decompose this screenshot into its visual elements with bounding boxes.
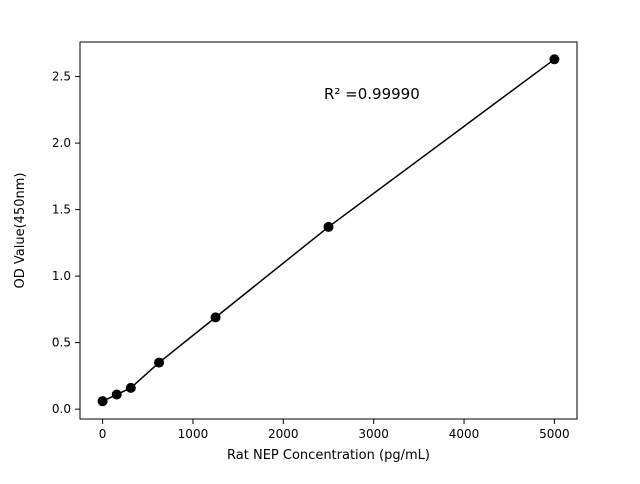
x-tick-label: 1000 [178,427,209,441]
y-tick-label: 1.5 [52,203,71,217]
data-point [125,382,136,393]
data-point [323,221,334,232]
y-tick-label: 2.0 [52,136,71,150]
x-tick-label: 0 [99,427,107,441]
x-tick-label: 3000 [358,427,389,441]
y-tick-label: 1.0 [52,269,71,283]
data-point [154,357,165,368]
data-point [111,389,122,400]
y-tick-label: 0.0 [52,402,71,416]
data-point [549,54,560,65]
y-tick-label: 0.5 [52,336,71,350]
r-squared-annotation: R² =0.99990 [324,85,420,103]
x-axis-label: Rat NEP Concentration (pg/mL) [227,448,430,463]
x-tick-label: 2000 [268,427,299,441]
data-point [210,312,221,323]
data-point [97,396,108,407]
x-tick-label: 5000 [539,427,570,441]
x-tick-label: 4000 [449,427,480,441]
y-axis-label: OD Value(450nm) [13,173,28,289]
y-tick-label: 2.5 [52,70,71,84]
